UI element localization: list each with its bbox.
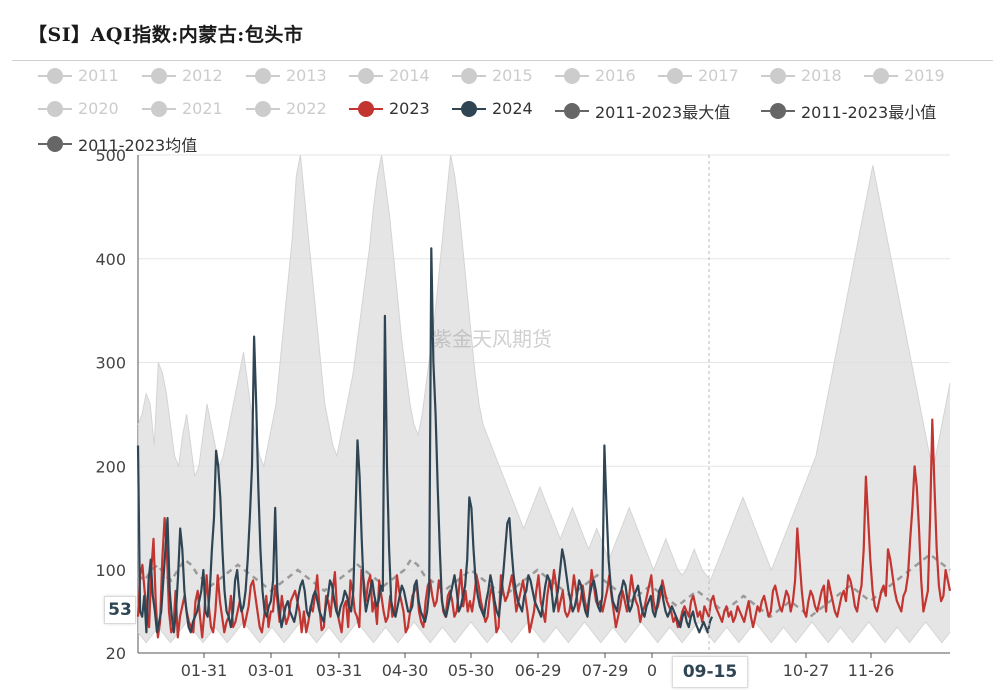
- x-tick-label: 01-31: [181, 661, 228, 680]
- series-2011-2023-min-line: [137, 621, 951, 644]
- y-tick-label: 20: [106, 644, 126, 663]
- legend-label: 2011-2023最小值: [801, 103, 937, 122]
- title-divider: [12, 60, 993, 61]
- legend-item-2023[interactable]: 2023: [349, 99, 430, 118]
- legend-label: 2011-2023最大值: [595, 103, 731, 122]
- legend-line-dot-icon: [246, 100, 280, 117]
- legend-label: 2024: [492, 99, 533, 118]
- y-tick-label: 100: [95, 561, 126, 580]
- legend-item-2013[interactable]: 2013: [246, 66, 327, 85]
- legend-item-2011-2023最小值[interactable]: 2011-2023最小值: [761, 99, 936, 123]
- legend-line-dot-icon: [246, 67, 280, 84]
- legend-line-dot-icon: [452, 100, 486, 117]
- legend-label: 2013: [286, 66, 327, 85]
- x-pointer-label: 09-15: [672, 656, 748, 688]
- legend-line-dot-icon: [142, 100, 176, 117]
- legend-line-dot-icon: [349, 100, 383, 117]
- legend-line-dot-icon: [452, 67, 486, 84]
- legend-label: 2017: [698, 66, 739, 85]
- chart-title: 【SI】AQI指数:内蒙古:包头市: [28, 24, 304, 46]
- legend-line-dot-icon: [349, 67, 383, 84]
- legend-item-2021[interactable]: 2021: [142, 99, 223, 118]
- legend-line-dot-icon: [761, 67, 795, 84]
- series-max-min-band: [138, 155, 950, 643]
- x-tick-label: 04-30: [382, 661, 429, 680]
- series-2023-line: [136, 418, 952, 639]
- legend-item-2019[interactable]: 2019: [864, 66, 945, 85]
- legend-item-2011-2023均值[interactable]: 2011-2023均值: [38, 132, 197, 156]
- series-2024-line: [136, 247, 714, 634]
- legend-label: 2016: [595, 66, 636, 85]
- x-tick-label: 10-27: [783, 661, 830, 680]
- legend-line-dot-icon: [658, 67, 692, 84]
- watermark: 紫金天风期货: [432, 327, 552, 351]
- legend-item-2024[interactable]: 2024: [452, 99, 533, 118]
- legend-item-2011-2023最大值[interactable]: 2011-2023最大值: [555, 99, 730, 123]
- y-tick-label: 200: [95, 457, 126, 476]
- x-tick-label: 03-31: [316, 661, 363, 680]
- legend-line-dot-icon: [38, 136, 72, 152]
- legend-label: 2022: [286, 99, 327, 118]
- legend-line-dot-icon: [555, 67, 589, 84]
- legend-line-dot-icon: [761, 103, 795, 119]
- legend-item-2012[interactable]: 2012: [142, 66, 223, 85]
- legend-item-2022[interactable]: 2022: [246, 99, 327, 118]
- y-tick-label: 500: [95, 146, 126, 165]
- legend-label: 2021: [182, 99, 223, 118]
- legend-line-dot-icon: [864, 67, 898, 84]
- legend-line-dot-icon: [38, 100, 72, 117]
- x-tick-label: 06-29: [515, 661, 562, 680]
- legend-line-dot-icon: [38, 67, 72, 84]
- y-tick-label: 400: [95, 250, 126, 269]
- legend-line-dot-icon: [142, 67, 176, 84]
- series-2011-2023-avg-line: [137, 552, 951, 619]
- x-tick-label: 07-29: [582, 661, 629, 680]
- x-tick-label: 03-01: [248, 661, 295, 680]
- legend-line-dot-icon: [555, 103, 589, 119]
- y-tick-label: 300: [95, 354, 126, 373]
- legend-label: 2015: [492, 66, 533, 85]
- legend-label: 2011: [78, 66, 119, 85]
- legend-label: 2018: [801, 66, 842, 85]
- x-tick-label: 11-26: [848, 661, 895, 680]
- legend-label: 2012: [182, 66, 223, 85]
- x-tick-label: 05-30: [448, 661, 495, 680]
- series-2011-2023-max-line: [137, 154, 951, 582]
- legend-item-2017[interactable]: 2017: [658, 66, 739, 85]
- legend-item-2011[interactable]: 2011: [38, 66, 119, 85]
- legend-label: 2014: [389, 66, 430, 85]
- legend-item-2020[interactable]: 2020: [38, 99, 119, 118]
- y-pointer-label: 53: [104, 596, 136, 624]
- legend-item-2015[interactable]: 2015: [452, 66, 533, 85]
- legend-label: 2019: [904, 66, 945, 85]
- legend-label: 2023: [389, 99, 430, 118]
- x-tick-label: 0: [647, 661, 657, 680]
- legend-item-2018[interactable]: 2018: [761, 66, 842, 85]
- legend-label: 2020: [78, 99, 119, 118]
- legend-item-2016[interactable]: 2016: [555, 66, 636, 85]
- legend-label: 2011-2023均值: [78, 136, 198, 155]
- legend-item-2014[interactable]: 2014: [349, 66, 430, 85]
